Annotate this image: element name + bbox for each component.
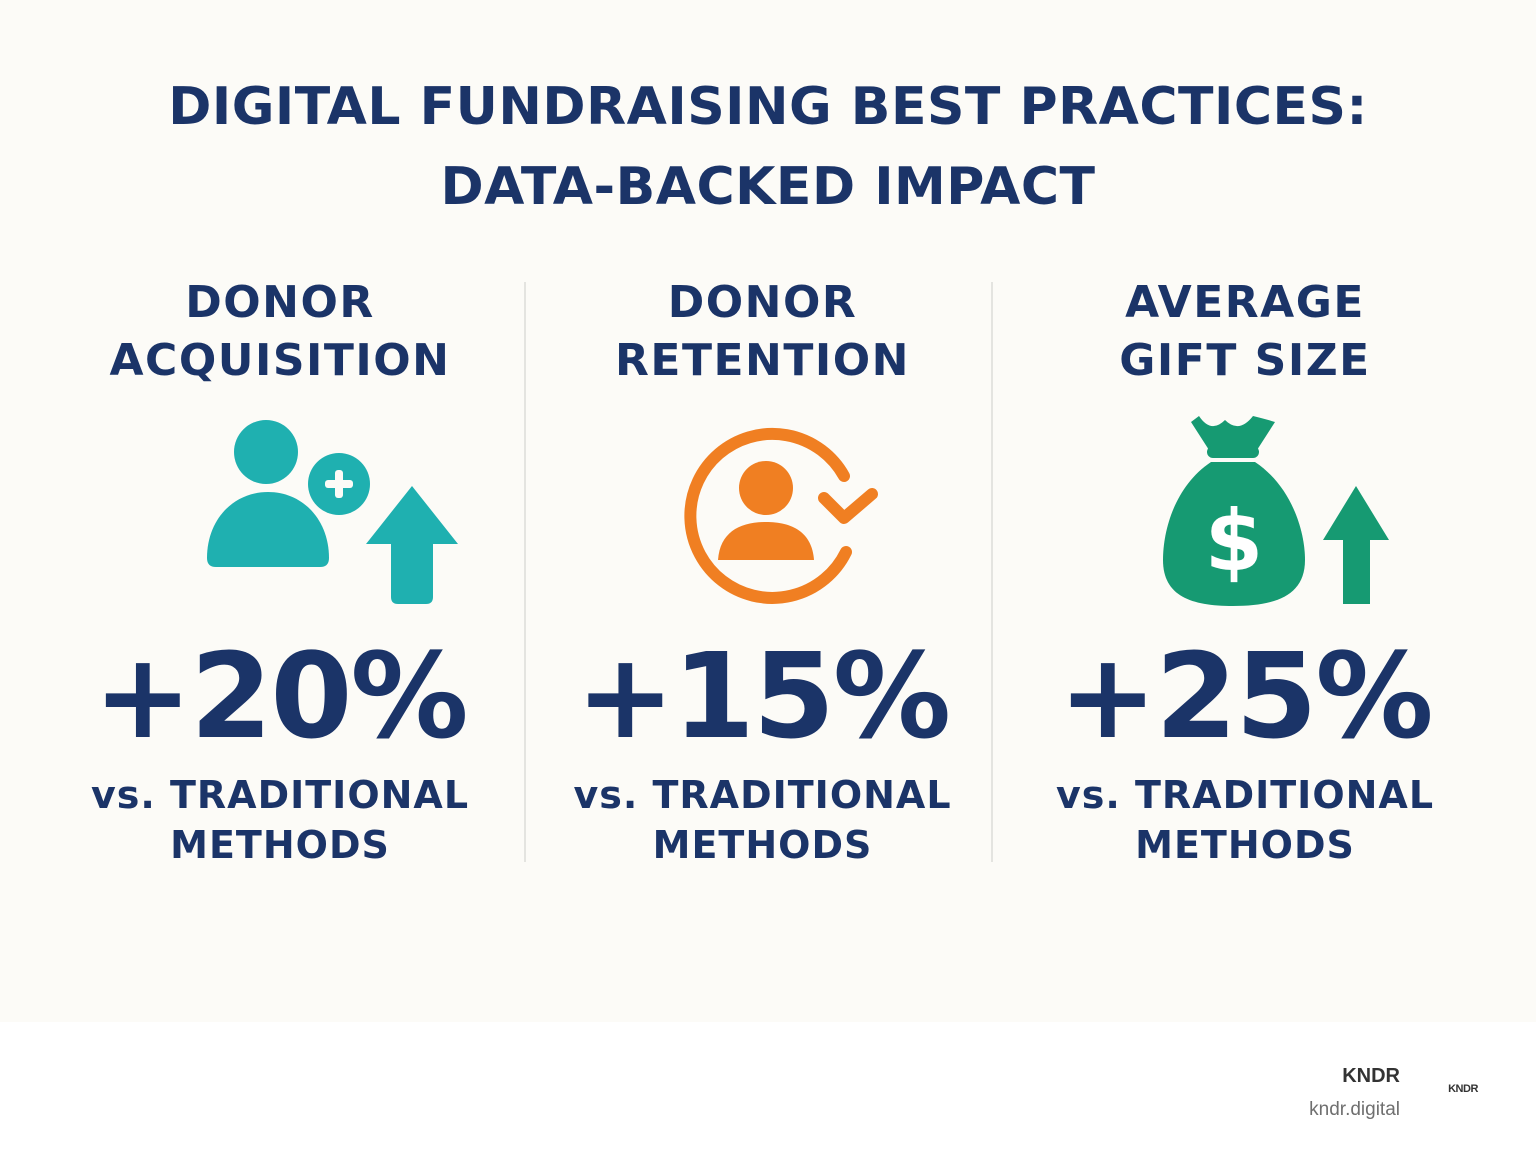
metric-value: +15% — [575, 627, 951, 765]
metric-caption-line-2: METHODS — [170, 823, 390, 867]
brand-url: kndr.digital — [1309, 1099, 1400, 1120]
metric-caption-line-2: METHODS — [1135, 823, 1355, 867]
metric-heading-line-2: ACQUISITION — [109, 335, 451, 386]
metric-average-gift-size: AVERAGE GIFT SIZE $ +25% vs. TRADITIONAL… — [995, 0, 1495, 1022]
user-cycle-icon — [630, 410, 900, 610]
svg-text:$: $ — [1205, 492, 1263, 590]
title-line-2: DATA-BACKED IMPACT — [440, 157, 1096, 217]
metric-heading-line-2: RETENTION — [615, 335, 910, 386]
brand-name: KNDR — [1342, 1065, 1400, 1087]
add-user-arrow-up-icon — [205, 410, 475, 610]
column-divider — [991, 282, 993, 862]
metric-value: +20% — [93, 627, 468, 765]
column-divider — [524, 282, 526, 862]
metric-caption-line-1: vs. TRADITIONAL — [90, 773, 470, 817]
metric-donor-acquisition: DONOR ACQUISITION +20% vs. TRADITIONAL M… — [30, 0, 530, 1022]
money-bag-arrow-up-icon: $ — [1163, 410, 1433, 610]
title-line-1: DIGITAL FUNDRAISING BEST PRACTICES: — [168, 77, 1368, 137]
metric-caption-line-1: vs. TRADITIONAL — [1055, 773, 1435, 817]
metric-caption-line-1: vs. TRADITIONAL — [573, 773, 952, 817]
brand-logo: KNDR — [1448, 1083, 1478, 1095]
metric-heading-line-2: GIFT SIZE — [1119, 335, 1371, 386]
metric-donor-retention: DONOR RETENTION +15% vs. TRADITIONAL MET… — [530, 0, 995, 1022]
metric-caption-line-2: METHODS — [652, 823, 873, 867]
metric-heading-line-1: AVERAGE — [1125, 277, 1365, 328]
metric-heading-line-1: DONOR — [667, 277, 858, 328]
metric-heading-line-1: DONOR — [185, 277, 375, 328]
metric-value: +25% — [1058, 627, 1433, 765]
